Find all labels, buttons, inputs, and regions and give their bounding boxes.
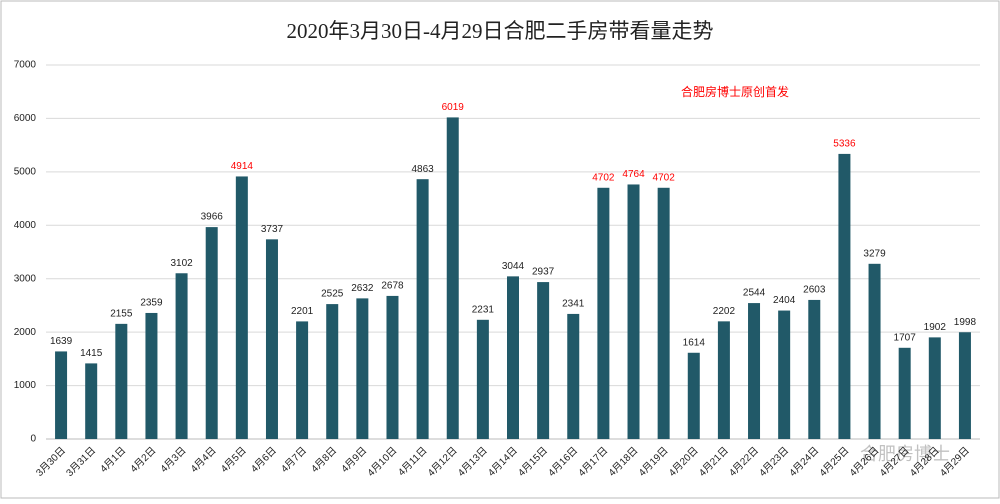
y-tick-label: 7000 (14, 60, 37, 71)
value-label: 4914 (231, 161, 254, 172)
bar (717, 321, 730, 439)
value-label: 1614 (683, 337, 706, 348)
bar (296, 321, 309, 439)
value-label: 1639 (50, 336, 73, 347)
bar (748, 303, 761, 439)
bar (85, 363, 98, 439)
value-label: 3966 (201, 212, 224, 223)
value-label: 2404 (773, 295, 796, 306)
bar (868, 263, 881, 439)
value-label: 3737 (261, 224, 284, 235)
value-label: 4863 (411, 164, 434, 175)
value-label: 2202 (713, 306, 736, 317)
y-tick-label: 0 (30, 434, 36, 445)
bar (446, 117, 459, 440)
bar (808, 299, 821, 439)
bar (326, 304, 339, 439)
bar (537, 282, 550, 439)
y-tick-label: 2000 (14, 327, 37, 338)
bar (476, 319, 489, 439)
bar (175, 273, 188, 439)
bar (958, 332, 971, 439)
value-label: 2544 (743, 288, 766, 299)
value-label: 2201 (291, 306, 314, 317)
value-label: 2678 (381, 281, 404, 292)
y-tick-label: 6000 (14, 113, 37, 124)
bar (205, 227, 218, 439)
watermark: 合肥房博士 (860, 444, 950, 464)
value-label: 2525 (321, 289, 344, 300)
value-label: 1998 (954, 317, 977, 328)
y-tick-label: 5000 (14, 166, 37, 177)
value-label: 3044 (502, 261, 525, 272)
value-label: 2155 (110, 309, 133, 320)
value-label: 4702 (653, 172, 676, 183)
bar (507, 276, 519, 439)
bar (687, 352, 700, 439)
y-tick-label: 4000 (14, 220, 37, 231)
value-label: 4764 (622, 169, 645, 180)
value-label: 1707 (894, 332, 917, 343)
chart-title: 2020年3月30日-4月29日合肥二手房带看量走势 (287, 19, 714, 43)
bar (898, 347, 911, 439)
value-label: 2359 (140, 298, 163, 309)
bar (235, 176, 248, 439)
bar (115, 323, 128, 439)
value-label: 2341 (562, 299, 585, 310)
y-tick-label: 1000 (14, 380, 37, 391)
bar (356, 298, 369, 439)
value-label: 5336 (833, 139, 856, 150)
annotation: 合肥房博士原创首发 (681, 84, 789, 99)
bar (416, 179, 429, 439)
value-label: 2603 (803, 285, 826, 296)
value-label: 4702 (592, 172, 615, 183)
bar (597, 187, 610, 439)
bar (567, 313, 580, 439)
bar (778, 310, 791, 439)
value-label: 2632 (351, 283, 374, 294)
value-label: 3102 (170, 258, 193, 269)
bar (55, 351, 68, 439)
bar (928, 337, 941, 439)
value-label: 1415 (80, 348, 103, 359)
bar (265, 239, 278, 439)
value-label: 1902 (924, 322, 947, 333)
bar (657, 187, 670, 439)
value-label: 3279 (863, 248, 886, 259)
y-tick-label: 3000 (14, 273, 37, 284)
bar (145, 312, 158, 439)
bar (838, 153, 851, 439)
value-label: 2937 (532, 267, 555, 278)
bar (386, 295, 399, 439)
value-label: 2231 (472, 304, 495, 315)
value-label: 6019 (442, 102, 465, 113)
bar (627, 184, 640, 439)
